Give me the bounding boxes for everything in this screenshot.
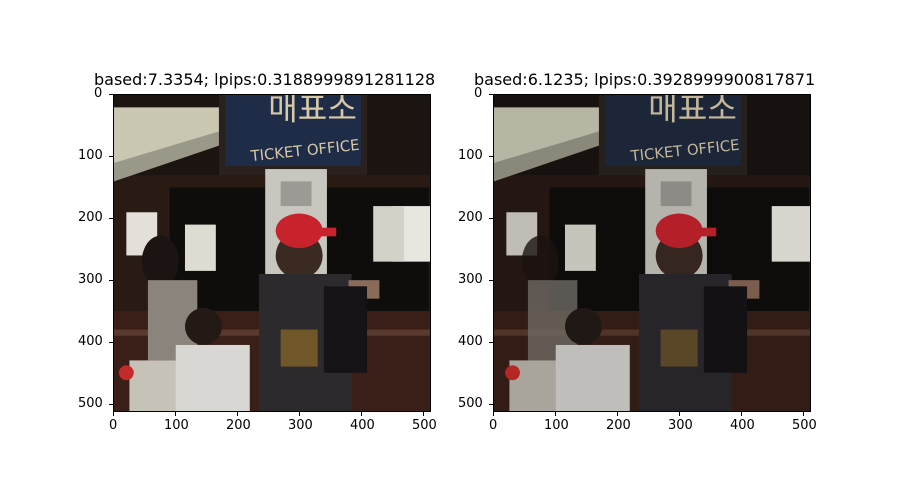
- y-tick-label: 500: [78, 396, 103, 411]
- x-tick-label: 100: [544, 418, 569, 433]
- x-tick-mark: [113, 412, 114, 416]
- sign-hangul: 매표소: [648, 95, 737, 128]
- x-tick-label: 0: [109, 418, 118, 433]
- y-tick-label: 0: [94, 86, 103, 101]
- sign-hangul: 매표소: [268, 95, 357, 128]
- x-tick-label: 400: [350, 418, 375, 433]
- y-tick-mark: [109, 342, 113, 343]
- x-tick-label: 500: [412, 418, 437, 433]
- x-tick-mark: [555, 412, 556, 416]
- y-tick-mark: [109, 280, 113, 281]
- x-tick-mark: [493, 412, 494, 416]
- x-tick-label: 300: [288, 418, 313, 433]
- y-tick-label: 400: [78, 334, 103, 349]
- x-tick-mark: [175, 412, 176, 416]
- photo-scene: 매표소 TICKET OFFICE: [114, 95, 430, 411]
- y-tick-mark: [489, 156, 493, 157]
- y-tick-mark: [109, 218, 113, 219]
- x-tick-label: 400: [730, 418, 755, 433]
- y-tick-label: 300: [78, 272, 103, 287]
- x-tick-mark: [423, 412, 424, 416]
- x-tick-mark: [361, 412, 362, 416]
- x-tick-label: 200: [226, 418, 251, 433]
- y-tick-mark: [109, 404, 113, 405]
- y-tick-mark: [489, 404, 493, 405]
- y-tick-mark: [489, 218, 493, 219]
- y-tick-label: 300: [458, 272, 483, 287]
- y-tick-mark: [489, 342, 493, 343]
- y-tick-label: 200: [78, 210, 103, 225]
- x-tick-mark: [299, 412, 300, 416]
- x-tick-mark: [679, 412, 680, 416]
- x-tick-mark: [617, 412, 618, 416]
- y-tick-label: 200: [458, 210, 483, 225]
- x-tick-label: 500: [792, 418, 817, 433]
- x-tick-mark: [741, 412, 742, 416]
- y-tick-mark: [489, 280, 493, 281]
- x-tick-label: 0: [489, 418, 498, 433]
- x-tick-label: 100: [164, 418, 189, 433]
- photo-scene: 매표소 TICKET OFFICE: [494, 95, 810, 411]
- panel-title: based:6.1235; lpips:0.3928999900817871: [474, 70, 816, 89]
- y-tick-mark: [489, 94, 493, 95]
- y-tick-mark: [109, 156, 113, 157]
- x-tick-label: 200: [606, 418, 631, 433]
- photo-right: 매표소 TICKET OFFICE: [493, 94, 811, 412]
- x-tick-label: 300: [668, 418, 693, 433]
- y-tick-label: 100: [78, 148, 103, 163]
- y-tick-label: 400: [458, 334, 483, 349]
- x-tick-mark: [237, 412, 238, 416]
- y-tick-label: 100: [458, 148, 483, 163]
- photo-left: 매표소 TICKET OFFICE: [113, 94, 431, 412]
- x-tick-mark: [803, 412, 804, 416]
- y-tick-label: 500: [458, 396, 483, 411]
- panel-title: based:7.3354; lpips:0.3188999891281128: [94, 70, 436, 89]
- y-tick-mark: [109, 94, 113, 95]
- y-tick-label: 0: [474, 86, 483, 101]
